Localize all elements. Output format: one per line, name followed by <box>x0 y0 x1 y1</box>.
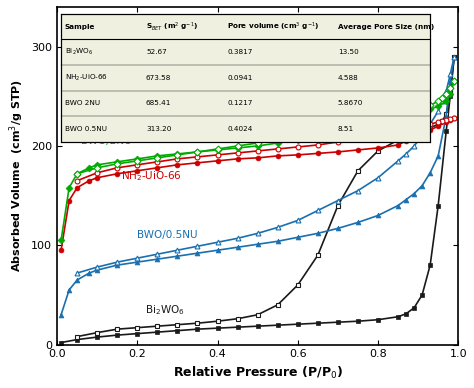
Y-axis label: Absorbed Volume  (cm$^3$/g STP): Absorbed Volume (cm$^3$/g STP) <box>7 79 26 272</box>
X-axis label: Relative Pressure (P/P$_0$): Relative Pressure (P/P$_0$) <box>173 365 343 381</box>
Text: BWO/2NU: BWO/2NU <box>81 136 132 146</box>
Text: Bi$_2$WO$_6$: Bi$_2$WO$_6$ <box>146 303 185 317</box>
Text: BWO/0.5NU: BWO/0.5NU <box>137 230 198 240</box>
Text: NH$_2$-UiO-66: NH$_2$-UiO-66 <box>121 169 182 183</box>
